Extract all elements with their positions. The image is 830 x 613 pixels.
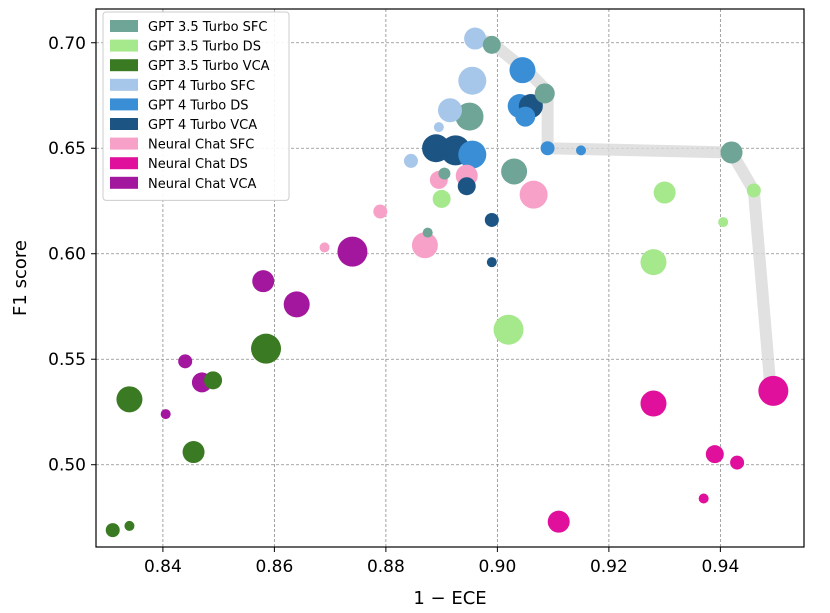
point-gpt-4-turbo-vca (457, 177, 476, 196)
legend-label: Neural Chat DS (148, 157, 248, 172)
point-gpt-3-5-turbo-vca (124, 520, 135, 531)
point-gpt-3-5-turbo-sfc (422, 227, 433, 238)
point-neural-chat-sfc (411, 232, 438, 259)
x-tick-label: 0.90 (478, 557, 516, 577)
legend-label: GPT 3.5 Turbo SFC (148, 20, 268, 35)
x-tick-label: 0.94 (701, 557, 739, 577)
point-gpt-3-5-turbo-sfc (482, 35, 501, 54)
point-gpt-3-5-turbo-ds (640, 249, 667, 276)
point-gpt-4-turbo-ds (458, 140, 487, 169)
legend-swatch (110, 176, 138, 189)
point-gpt-4-turbo-vca (486, 257, 497, 268)
point-neural-chat-ds (547, 510, 570, 533)
point-neural-chat-sfc (319, 242, 330, 253)
point-neural-chat-sfc (373, 204, 388, 219)
point-gpt-4-turbo-sfc (403, 153, 418, 168)
point-gpt-4-turbo-sfc (464, 27, 487, 50)
point-neural-chat-sfc (519, 180, 548, 209)
x-tick-label: 0.86 (255, 557, 293, 577)
point-gpt-3-5-turbo-ds (653, 181, 676, 204)
point-neural-chat-vca (178, 354, 193, 369)
point-gpt-3-5-turbo-sfc (720, 141, 743, 164)
point-gpt-3-5-turbo-vca (105, 523, 120, 538)
point-gpt-3-5-turbo-sfc (534, 83, 555, 104)
point-gpt-3-5-turbo-ds (746, 183, 761, 198)
point-gpt-4-turbo-sfc (458, 66, 487, 95)
point-gpt-3-5-turbo-sfc (438, 167, 451, 180)
y-tick-label: 0.55 (48, 350, 86, 370)
point-neural-chat-vca (337, 236, 368, 267)
point-gpt-4-turbo-sfc (438, 98, 462, 123)
legend-swatch (110, 118, 138, 130)
y-axis-label: F1 score (10, 240, 31, 316)
point-neural-chat-vca (283, 291, 310, 318)
point-gpt-3-5-turbo-sfc (455, 102, 484, 131)
point-gpt-3-5-turbo-vca (116, 386, 143, 413)
y-tick-label: 0.60 (48, 245, 86, 265)
legend: GPT 3.5 Turbo SFC GPT 3.5 Turbo DS GPT 3.5… (102, 11, 290, 201)
point-neural-chat-ds (730, 455, 745, 470)
legend-label: GPT 4 Turbo VCA (148, 118, 257, 133)
point-neural-chat-ds (698, 493, 709, 504)
legend-label: GPT 4 Turbo DS (148, 98, 249, 113)
legend-swatch (110, 78, 138, 91)
y-tick-label: 0.70 (48, 34, 86, 54)
legend-swatch (110, 20, 138, 32)
point-gpt-3-5-turbo-sfc (501, 158, 528, 185)
x-axis-label: 1 − ECE (413, 588, 486, 609)
point-neural-chat-ds (705, 445, 724, 464)
point-gpt-3-5-turbo-vca (182, 441, 205, 464)
point-neural-chat-vca (252, 270, 275, 293)
point-gpt-3-5-turbo-vca (251, 333, 282, 364)
legend-swatch (110, 98, 138, 111)
y-tick-label: 0.65 (48, 139, 86, 159)
point-gpt-3-5-turbo-ds (432, 189, 451, 208)
point-neural-chat-ds (640, 390, 667, 417)
point-neural-chat-ds (758, 375, 789, 406)
x-tick-label: 0.88 (367, 557, 405, 577)
legend-label: Neural Chat VCA (148, 177, 256, 192)
legend-swatch (110, 137, 138, 150)
point-gpt-4-turbo-vca (422, 134, 451, 163)
point-gpt-4-turbo-ds (515, 106, 536, 127)
x-tick-label: 0.92 (590, 557, 628, 577)
legend-swatch (110, 157, 138, 170)
point-neural-chat-vca (160, 409, 171, 420)
legend-swatch (110, 59, 138, 72)
y-tick-label: 0.50 (48, 456, 86, 476)
point-gpt-4-turbo-sfc (433, 122, 444, 133)
legend-label: Neural Chat SFC (148, 138, 254, 153)
legend-label: GPT 3.5 Turbo DS (148, 40, 261, 55)
point-gpt-4-turbo-ds (509, 57, 536, 84)
point-gpt-3-5-turbo-ds (718, 217, 729, 228)
point-gpt-4-turbo-ds (540, 141, 555, 156)
point-gpt-4-turbo-vca (484, 212, 499, 227)
legend-label: GPT 3.5 Turbo VCA (148, 59, 270, 74)
point-gpt-3-5-turbo-ds (493, 314, 524, 345)
point-gpt-3-5-turbo-vca (204, 371, 223, 390)
legend-box (102, 11, 290, 201)
axes-frame (95, 8, 805, 548)
x-tick-label: 0.84 (144, 557, 182, 577)
axis-ticks: 0.84 0.86 0.88 0.90 0.92 0.94 0.50 0.55 0.60 0.65… (48, 34, 739, 577)
legend-swatch (110, 39, 138, 52)
point-gpt-4-turbo-ds (576, 145, 587, 156)
data-points (105, 27, 789, 538)
legend-label: GPT 4 Turbo SFC (148, 79, 255, 94)
